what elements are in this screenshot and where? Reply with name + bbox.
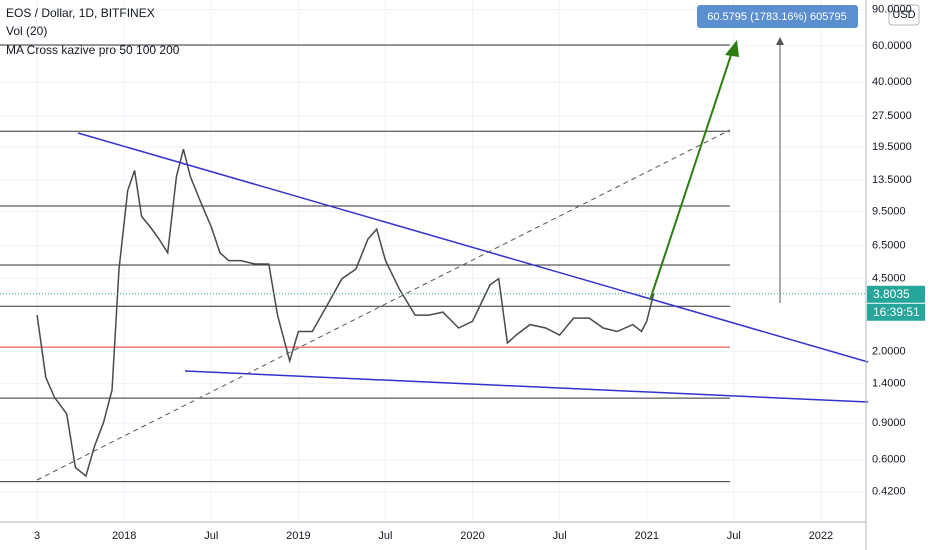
y-tick-label: 27.5000 <box>872 110 912 122</box>
plot <box>0 44 866 483</box>
x-tick-label: 2020 <box>460 530 484 542</box>
last-price-label: 3.8035 <box>873 287 910 301</box>
y-tick-label: 6.5000 <box>872 240 906 252</box>
x-tick-label: 2022 <box>809 530 833 542</box>
price-line <box>36 149 655 478</box>
x-tick-label: 2018 <box>112 530 136 542</box>
countdown-label: 16:39:51 <box>873 305 920 319</box>
y-tick-label: 0.9000 <box>872 417 906 429</box>
dashed-trendline <box>36 129 731 481</box>
arrow-head <box>725 40 739 57</box>
x-tick-label: Jul <box>727 530 741 542</box>
currency-button[interactable] <box>888 4 920 26</box>
y-tick-label: 9.5000 <box>872 205 906 217</box>
y-tick-label: 19.5000 <box>872 141 912 153</box>
currency-label[interactable]: USD <box>892 9 915 21</box>
x-tick-label: Jul <box>553 530 567 542</box>
symbol-title: EOS / Dollar, 1D, BITFINEX <box>6 6 155 20</box>
indicator-label: MA Cross kazive pro 50 100 200 <box>6 43 180 57</box>
x-tick-label: 2019 <box>286 530 310 542</box>
measure-arrow <box>776 37 784 45</box>
trendline <box>184 370 869 403</box>
last-price-box <box>867 285 925 303</box>
measure-label: 60.5795 (1783.16%) 605795 <box>707 11 846 23</box>
measure-box <box>697 5 858 28</box>
y-tick-label: 0.6000 <box>872 454 906 466</box>
y-tick-label: 40.0000 <box>872 76 912 88</box>
x-tick-label: 3 <box>34 530 40 542</box>
y-tick-label: 0.4200 <box>872 486 906 498</box>
x-tick-label: 2021 <box>634 530 658 542</box>
y-tick-label: 4.5000 <box>872 273 906 285</box>
y-tick-label: 90.0000 <box>872 3 912 15</box>
volume-label: Vol (20) <box>6 24 47 38</box>
y-tick-label: 2.0000 <box>872 345 906 357</box>
grid <box>0 0 866 522</box>
trendline <box>77 132 869 363</box>
x-tick-label: Jul <box>204 530 218 542</box>
y-tick-label: 13.5000 <box>872 174 912 186</box>
y-tick-label: 60.0000 <box>872 40 912 52</box>
x-tick-label: Jul <box>378 530 392 542</box>
countdown-box <box>867 303 925 321</box>
projection-arrow <box>649 51 733 301</box>
y-tick-label: 1.4000 <box>872 377 906 389</box>
